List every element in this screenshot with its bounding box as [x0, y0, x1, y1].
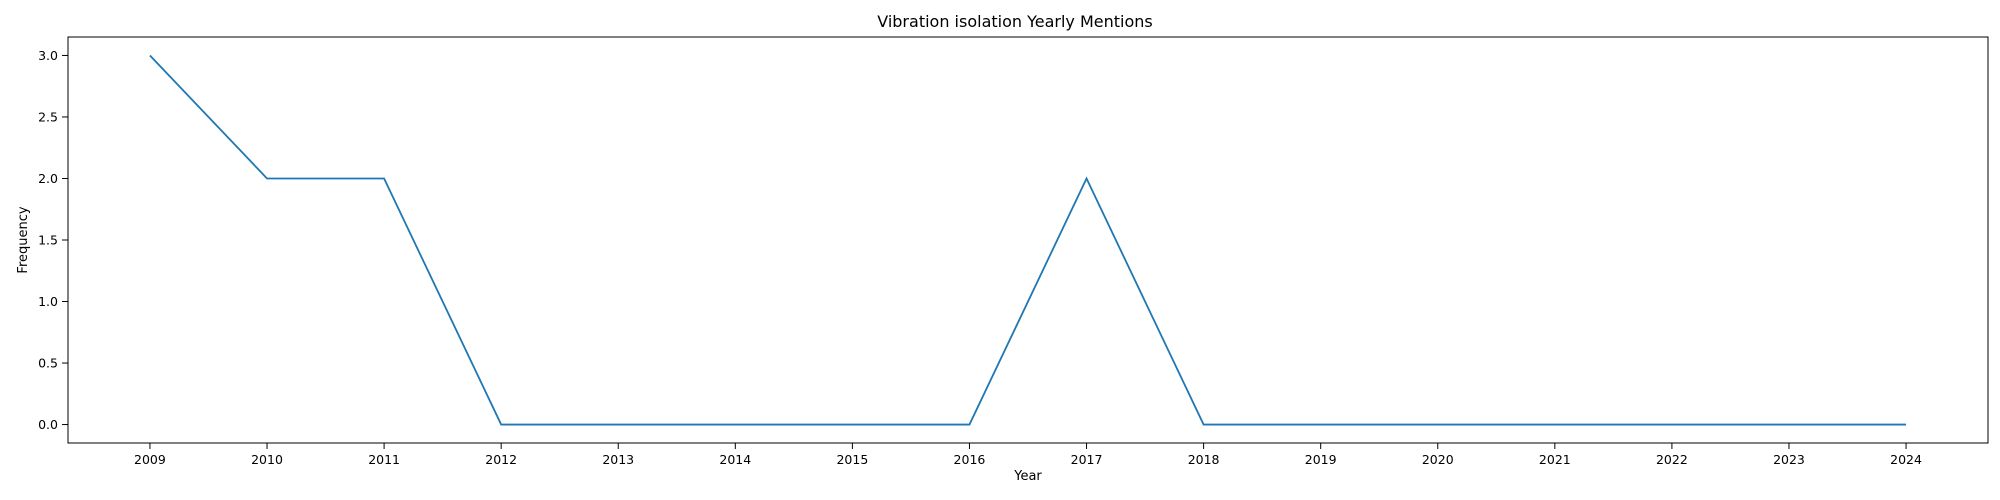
x-tick-label: 2011	[368, 452, 400, 467]
x-tick-label: 2010	[251, 452, 283, 467]
y-tick-label: 0.5	[38, 356, 58, 371]
x-tick-label: 2020	[1422, 452, 1454, 467]
series-layer	[149, 54, 1907, 426]
x-tick-label: 2024	[1890, 452, 1922, 467]
y-tick-label: 1.5	[38, 233, 58, 248]
x-tick-label: 2019	[1305, 452, 1337, 467]
x-tick-label: 2009	[134, 452, 166, 467]
x-tick-label: 2016	[954, 452, 986, 467]
x-tick-label: 2012	[485, 452, 517, 467]
x-tick-label: 2015	[836, 452, 868, 467]
y-tick-label: 2.5	[38, 109, 58, 124]
x-axis-label: Year	[1013, 469, 1042, 484]
y-tick-label: 2.0	[38, 171, 58, 186]
x-tick-label: 2018	[1188, 452, 1220, 467]
y-tick-label: 3.0	[38, 48, 58, 63]
x-tick-label: 2023	[1773, 452, 1805, 467]
series-line	[149, 54, 1907, 426]
x-tick-label: 2022	[1656, 452, 1688, 467]
x-axis-ticks: 2009 2010 2011 2012 2013 2014 2015 2016 2017 2018…	[134, 443, 1922, 467]
y-axis-ticks: 0.0 0.5 1.0 1.5 2.0 2.5 3.0	[38, 48, 68, 432]
x-tick-label: 2013	[602, 452, 634, 467]
chart-title: Vibration isolation Yearly Mentions	[877, 12, 1153, 31]
y-tick-label: 0.0	[38, 417, 58, 432]
y-tick-label: 1.0	[38, 294, 58, 309]
x-tick-label: 2021	[1539, 452, 1571, 467]
y-axis-label: Frequency	[16, 206, 31, 273]
x-tick-label: 2017	[1071, 452, 1103, 467]
x-tick-label: 2014	[719, 452, 751, 467]
